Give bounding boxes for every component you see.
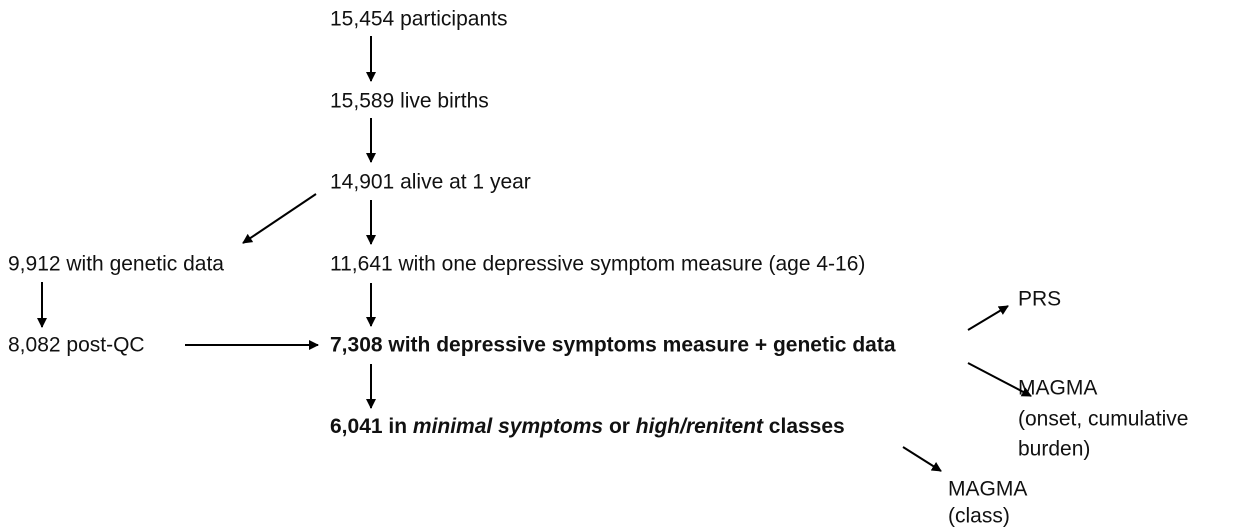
node: 9,912 with genetic data: [8, 253, 224, 276]
node: 6,041 in minimal symptoms or high/renite…: [330, 415, 845, 438]
arrow: [967, 362, 1032, 397]
node: burden): [1018, 438, 1090, 461]
node: PRS: [1018, 288, 1061, 311]
node: MAGMA: [1018, 377, 1097, 400]
node-part: high/renitent: [636, 415, 764, 438]
node-part: 6,041 in: [330, 415, 413, 438]
node-part: or: [603, 415, 636, 438]
node: 7,308 with depressive symptoms measure +…: [330, 334, 896, 357]
node: 15,589 live births: [330, 90, 489, 113]
node: 14,901 alive at 1 year: [330, 171, 531, 194]
arrow: [242, 193, 317, 244]
node-part: minimal symptoms: [413, 415, 603, 438]
node: (onset, cumulative: [1018, 408, 1188, 431]
arrow: [902, 446, 942, 472]
arrows: [37, 36, 1032, 472]
node-part: classes: [763, 415, 845, 438]
node: 11,641 with one depressive symptom measu…: [330, 253, 865, 276]
node: (class): [948, 505, 1010, 528]
node: MAGMA: [948, 478, 1027, 501]
node: 15,454 participants: [330, 8, 507, 31]
node: 8,082 post-QC: [8, 334, 145, 357]
arrow: [967, 305, 1009, 331]
